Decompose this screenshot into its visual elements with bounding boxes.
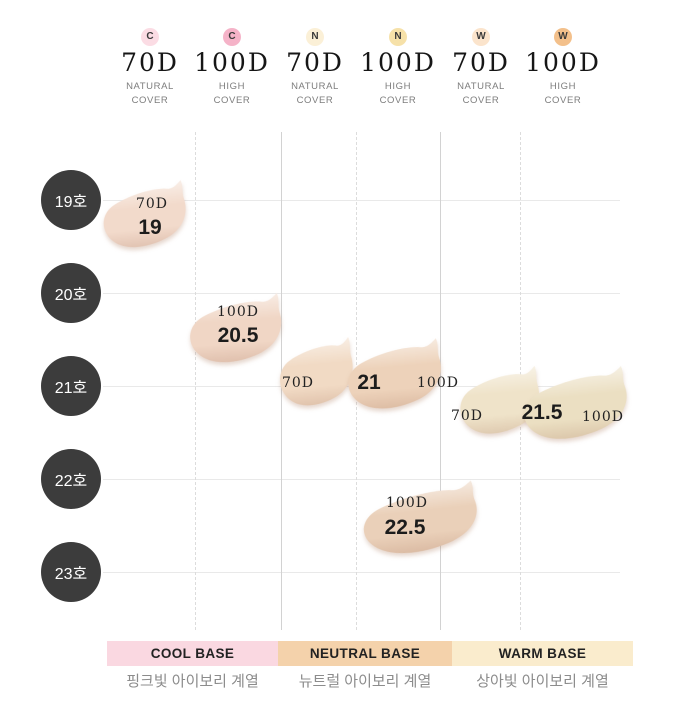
product-name: 100D (525, 48, 601, 77)
cover-type: HIGH COVER (544, 81, 582, 107)
cover-type: NATURAL COVER (457, 81, 505, 107)
cool-base-badge-icon: C (223, 28, 241, 46)
swatch-shade-number: 19 (138, 216, 162, 239)
legend-cool-base: COOL BASE (107, 641, 278, 666)
column-header-cool-100d: C 100D HIGH COVER (187, 26, 277, 108)
shade-row-23: 23호 (41, 542, 101, 602)
swatch-product-label: 100D (217, 304, 259, 320)
cover-type: NATURAL COVER (291, 81, 339, 107)
cover-type: HIGH COVER (379, 81, 417, 107)
column-header-neutral-100d: N 100D HIGH COVER (353, 26, 443, 108)
grid-row-line-20 (103, 293, 620, 294)
column-header-warm-100d: W 100D HIGH COVER (518, 26, 608, 108)
column-header-neutral-70d: N 70D NATURAL COVER (270, 26, 360, 108)
warm-base-badge-icon: W (472, 28, 490, 46)
legend-neutral-base: NEUTRAL BASE (278, 641, 452, 666)
swatch-product-label: 70D (135, 196, 169, 212)
cover-type: HIGH COVER (213, 81, 251, 107)
swatch-product-label: 100D (582, 409, 624, 425)
grid-row-line-23 (103, 572, 620, 573)
product-name: 70D (286, 48, 344, 77)
cool-base-badge-icon: C (141, 28, 159, 46)
legend-warm-description: 상아빛 아이보리 계열 (476, 672, 609, 690)
legend-neutral-description: 뉴트럴 아이보리 계열 (298, 672, 432, 690)
swatch-product-label: 70D (281, 375, 315, 391)
shade-row-21: 21호 (41, 356, 101, 416)
neutral-base-badge-icon: N (306, 28, 324, 46)
legend-cool-description: 핑크빛 아이보리 계열 (126, 672, 259, 690)
swatch-shade-number: 22.5 (384, 516, 426, 539)
product-name: 70D (121, 48, 179, 77)
swatch-shade-number: 21 (357, 371, 381, 394)
shade-row-22: 22호 (41, 449, 101, 509)
shade-row-20: 20호 (41, 263, 101, 323)
neutral-base-badge-icon: N (389, 28, 407, 46)
swatch-shade-number: 20.5 (217, 324, 259, 347)
grid-column-divider (195, 132, 196, 630)
grid-row-line-19 (103, 200, 620, 201)
product-name: 100D (360, 48, 436, 77)
column-header-cool-70d: C 70D NATURAL COVER (105, 26, 195, 108)
grid-base-divider-neutral-warm (440, 132, 441, 630)
swatch-product-label: 100D (417, 375, 459, 391)
shade-row-19: 19호 (41, 170, 101, 230)
swatch-product-label: 100D (386, 495, 428, 511)
grid-row-line-22 (103, 479, 620, 480)
legend-warm-base: WARM BASE (452, 641, 633, 666)
product-name: 100D (194, 48, 270, 77)
swatch-shade-number: 21.5 (521, 401, 563, 424)
product-name: 70D (452, 48, 510, 77)
warm-base-badge-icon: W (554, 28, 572, 46)
column-header-warm-70d: W 70D NATURAL COVER (436, 26, 526, 108)
cover-type: NATURAL COVER (126, 81, 174, 107)
swatch-product-label: 70D (450, 408, 484, 424)
